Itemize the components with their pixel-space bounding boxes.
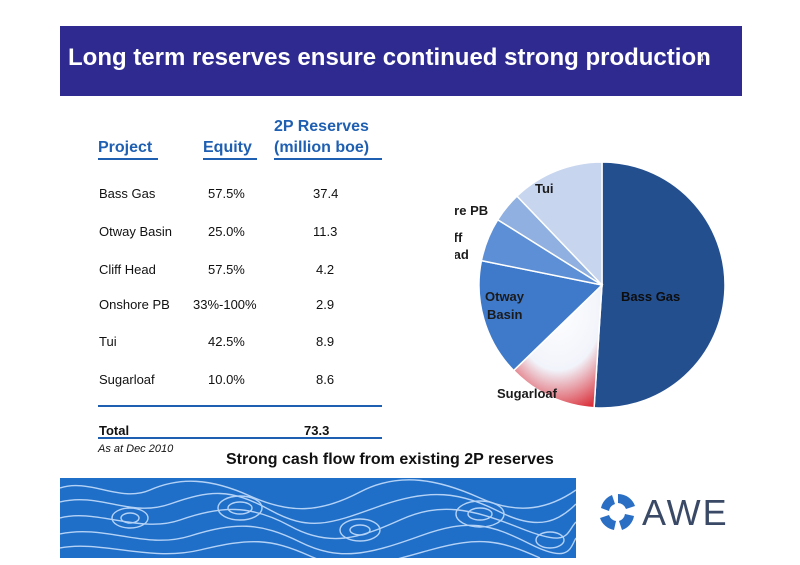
cell-project: Onshore PB [99, 297, 170, 312]
cell-reserves: 8.6 [316, 372, 335, 387]
page-title: Long term reserves ensure continued stro… [68, 44, 711, 71]
cell-reserves: 2.9 [316, 297, 335, 312]
column-header-reserves-line2: (million boe) [274, 139, 370, 156]
awe-logo: AWE [596, 488, 746, 538]
cell-equity: 57.5% [208, 262, 245, 277]
total-value: 73.3 [304, 423, 330, 438]
cell-project: Otway Basin [99, 224, 172, 239]
cell-project: Cliff Head [99, 262, 156, 277]
column-header-equity: Equity [203, 139, 252, 156]
pie-slice-otway-basin [478, 259, 604, 372]
pie-slice-bass-gas [593, 161, 726, 409]
pie-label-sugarloaf: Sugarloaf [497, 386, 558, 401]
total-label: Total [99, 423, 130, 438]
total-bottom-rule [98, 437, 382, 439]
pie-label-tui: Tui [535, 181, 554, 196]
cell-equity: 33%-100% [193, 297, 257, 312]
cell-reserves: 4.2 [316, 262, 335, 277]
cell-project: Sugarloaf [99, 372, 155, 387]
cell-equity: 10.0% [208, 372, 245, 387]
total-top-rule [98, 405, 382, 407]
cell-project: Tui [99, 334, 117, 349]
cell-reserves: 8.9 [316, 334, 335, 349]
pie-slice-tui [515, 161, 603, 287]
cell-equity: 25.0% [208, 224, 245, 239]
header-underline-project [98, 158, 158, 160]
title-bar: Long term reserves ensure continued stro… [60, 26, 742, 96]
header-underline-equity [203, 158, 257, 160]
logo-wordmark: AWE [642, 492, 729, 533]
header-underline-reserves [274, 158, 382, 160]
pie-label-bass-gas: Bass Gas [621, 289, 680, 304]
column-header-reserves-line1: 2P Reserves [274, 118, 369, 135]
awe-logo-icon [600, 493, 635, 530]
pie-label-onshore-pb: Onshore PB [455, 203, 488, 218]
page-number: 4 [698, 53, 705, 65]
column-header-project: Project [98, 139, 153, 156]
slide-caption: Strong cash flow from existing 2P reserv… [226, 451, 554, 468]
pie-label-otway-basin: Otway Basin [485, 289, 525, 322]
cell-reserves: 37.4 [313, 186, 339, 201]
cell-equity: 57.5% [208, 186, 245, 201]
date-note: As at Dec 2010 [98, 443, 174, 455]
contour-map-band [60, 478, 576, 558]
pie-slice-sugarloaf [512, 283, 603, 409]
cell-project: Bass Gas [99, 186, 156, 201]
cell-reserves: 11.3 [313, 224, 338, 239]
contour-pattern-graphic [60, 478, 576, 558]
cell-equity: 42.5% [208, 334, 245, 349]
